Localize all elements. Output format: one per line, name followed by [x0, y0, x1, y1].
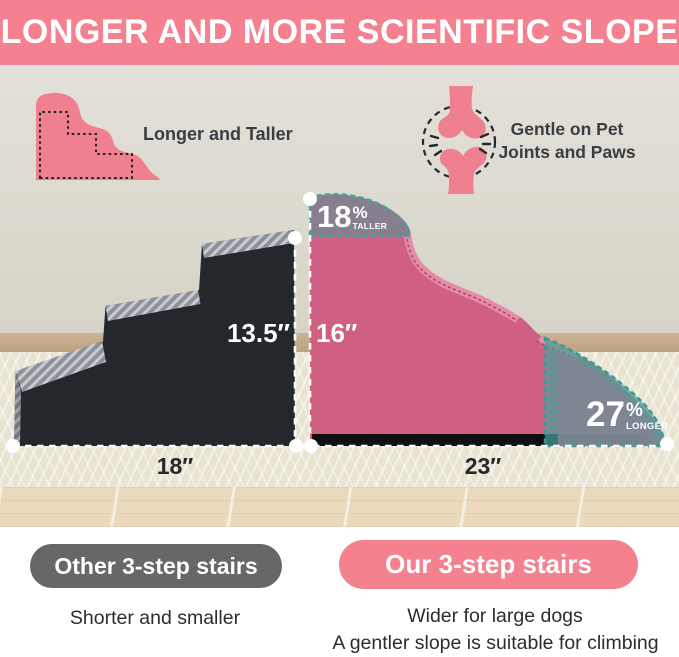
- taller-caption: TALLER: [352, 221, 388, 231]
- our-stairs-description-2: A gentler slope is suitable for climbing: [332, 632, 659, 654]
- our-height-label: 16″: [316, 318, 358, 348]
- other-stairs-description: Shorter and smaller: [69, 607, 241, 629]
- title-banner: LONGER AND MORE SCIENTIFIC SLOPE: [0, 0, 679, 65]
- taller-value: 18: [317, 199, 352, 234]
- longer-caption: LONGER: [625, 421, 669, 432]
- stairs-icon: [36, 92, 160, 180]
- our-stairs-description-1: Wider for large dogs: [407, 605, 583, 627]
- longer-badge-inner: [558, 352, 655, 446]
- wood-floor: [0, 487, 679, 527]
- longer-value: 27: [586, 395, 625, 434]
- joint-spark-lines: [428, 132, 492, 157]
- longer-badge-text: 27 % LONGER: [586, 397, 668, 432]
- feature-label-longer-taller: Longer and Taller: [143, 124, 293, 144]
- our-stairs-pill-label: Our 3-step stairs: [385, 549, 592, 579]
- feature-label-gentle-joints: Gentle on Pet Joints and Paws: [487, 118, 647, 164]
- our-stairs-pill: Our 3-step stairs: [339, 540, 638, 589]
- joint-icon: [421, 86, 497, 194]
- page-title: LONGER AND MORE SCIENTIFIC SLOPE: [0, 13, 679, 51]
- feature-label-line2: Joints and Paws: [498, 141, 636, 162]
- feature-label-line1: Gentle on Pet: [510, 119, 624, 139]
- longer-percent-sign: %: [625, 400, 643, 421]
- other-stairs-pill-label: Other 3-step stairs: [54, 552, 258, 579]
- taller-percent-sign: %: [352, 203, 368, 222]
- other-height-label: 13.5″: [226, 318, 290, 348]
- other-width-label: 18″: [156, 453, 194, 479]
- other-stairs-graphic: [14, 230, 295, 446]
- other-stairs-pill: Other 3-step stairs: [30, 544, 282, 588]
- measurement-dots: [6, 192, 674, 453]
- our-width-label: 23″: [464, 453, 502, 479]
- measurement-dashed-lines: [13, 199, 668, 448]
- taller-badge-text: 18 % TALLER: [317, 201, 387, 232]
